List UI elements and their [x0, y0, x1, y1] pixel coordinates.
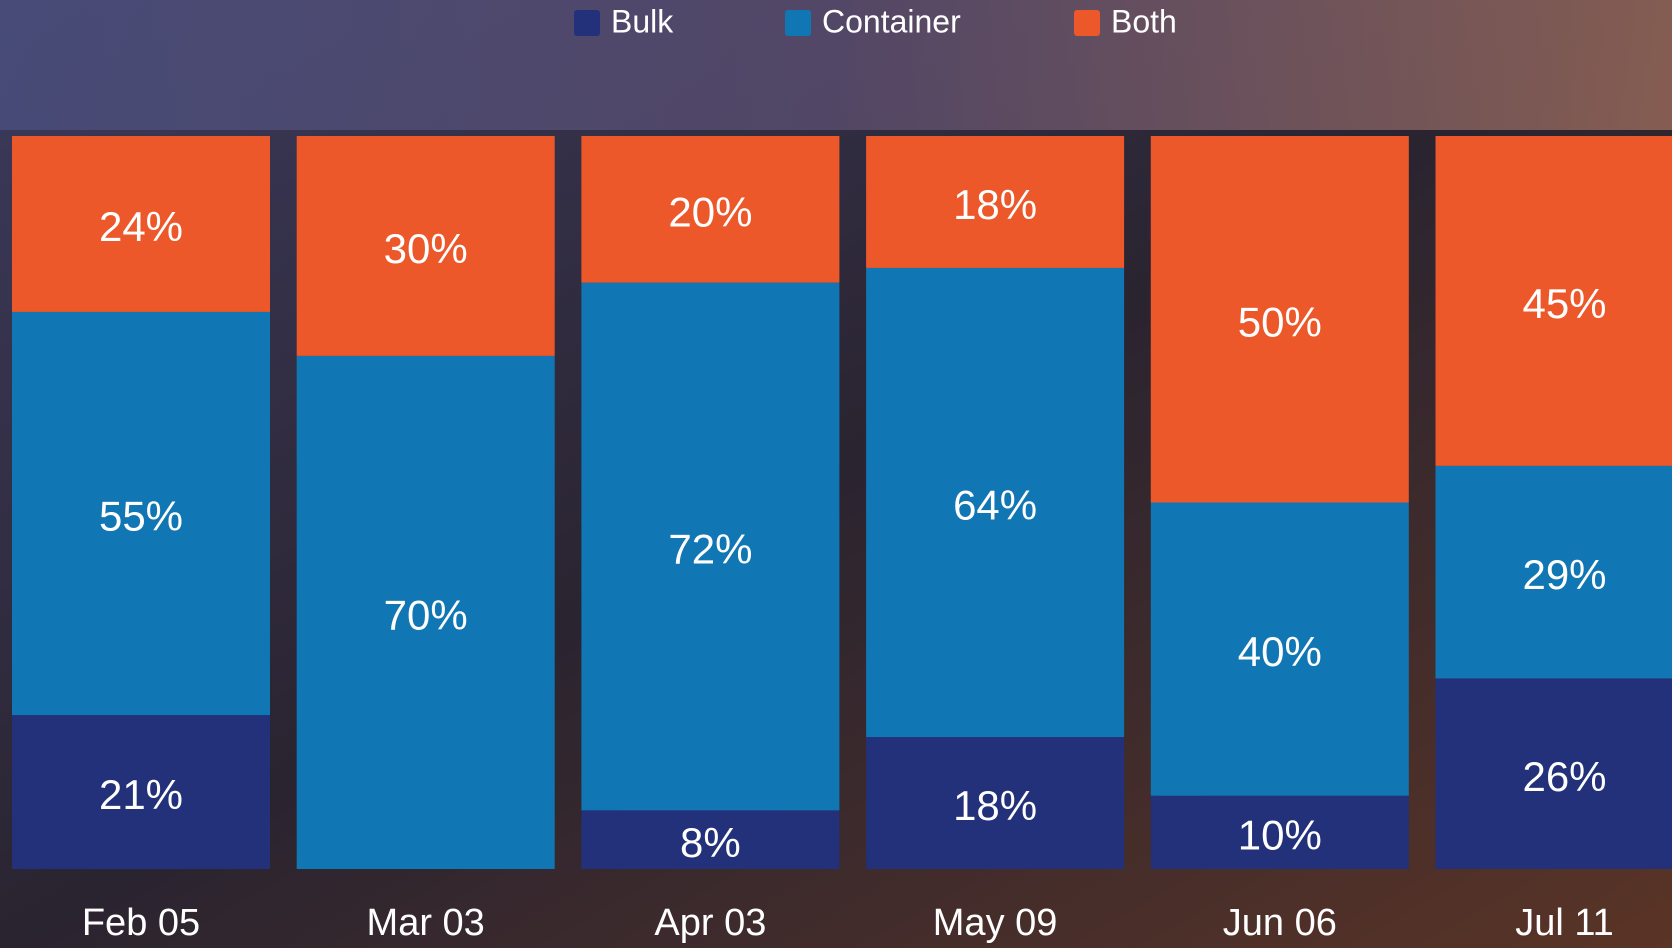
bar-segment — [581, 136, 840, 283]
legend-label: Both — [1111, 3, 1177, 39]
value-label: 50% — [1238, 298, 1322, 345]
value-label: 18% — [953, 782, 1037, 829]
bar-segment — [581, 810, 840, 869]
legend-label: Bulk — [611, 3, 674, 39]
plot: Bulk Container Both 21% 55% 24% Feb 05 70% 30% Ma… — [12, 3, 1672, 944]
bar-segment — [1150, 136, 1409, 503]
legend-label: Container — [822, 3, 961, 39]
bar-segment — [296, 136, 555, 356]
value-label: 18% — [953, 181, 1037, 228]
value-label: 10% — [1238, 811, 1322, 858]
bar-segment — [1435, 678, 1672, 869]
value-label: 8% — [680, 819, 741, 866]
bar-segment — [1435, 465, 1672, 679]
value-label: 55% — [99, 493, 183, 540]
value-label: 70% — [384, 592, 468, 639]
bar-segment — [296, 355, 555, 869]
x-tick-label: Feb 05 — [82, 902, 200, 944]
value-label: 64% — [953, 482, 1037, 529]
legend-swatch — [1074, 10, 1100, 36]
bar-segment — [1435, 136, 1672, 466]
bar-segment — [12, 311, 270, 716]
value-label: 29% — [1522, 551, 1606, 598]
x-tick-label: Apr 03 — [654, 902, 766, 944]
bar-segment — [866, 136, 1125, 268]
value-label: 24% — [99, 203, 183, 250]
bar-segment — [866, 737, 1125, 869]
x-tick-label: Jun 06 — [1223, 902, 1337, 944]
legend-swatch — [574, 10, 600, 36]
value-label: 30% — [384, 225, 468, 272]
background-top — [0, 0, 1672, 130]
value-label: 72% — [668, 526, 752, 573]
bar-segment — [1150, 795, 1409, 869]
bar-segment — [12, 715, 270, 869]
x-tick-label: Mar 03 — [367, 902, 485, 944]
bar-segment — [581, 282, 840, 811]
bar-segment — [1150, 502, 1409, 796]
bar-segment — [12, 136, 270, 312]
x-tick-label: Jul 11 — [1515, 902, 1614, 944]
value-label: 40% — [1238, 628, 1322, 675]
bar-segment — [866, 267, 1125, 738]
value-label: 20% — [668, 188, 752, 235]
value-label: 21% — [99, 771, 183, 818]
value-label: 26% — [1522, 753, 1606, 800]
value-label: 45% — [1522, 280, 1606, 327]
legend-swatch — [785, 10, 811, 36]
x-tick-label: May 09 — [933, 902, 1058, 944]
